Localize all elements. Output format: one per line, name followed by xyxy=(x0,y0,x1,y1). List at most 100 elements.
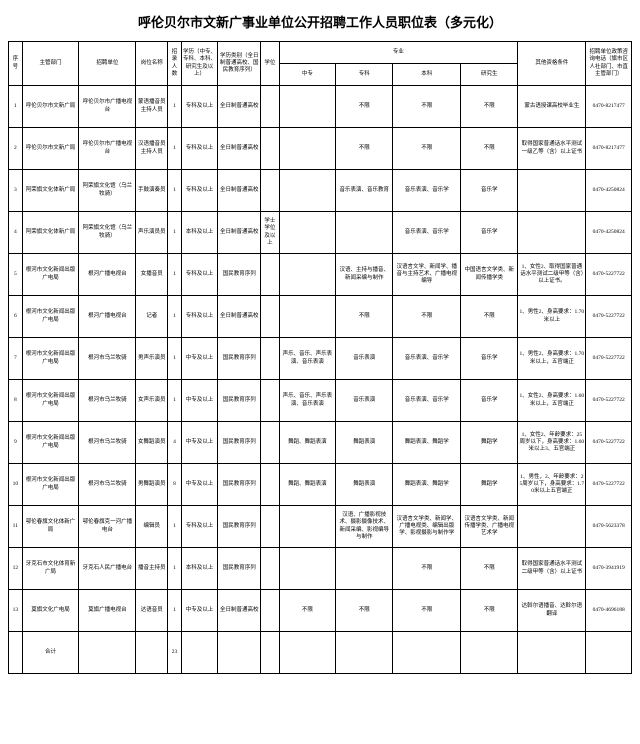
cell-edu: 中专及以上 xyxy=(181,338,217,380)
cell-seq: 7 xyxy=(9,338,23,380)
th-bk: 本科 xyxy=(393,64,461,86)
cell-bk: 音乐表演、音乐学 xyxy=(393,170,461,212)
cell-post: 女声乐演员 xyxy=(136,380,168,422)
cell-type: 国民教育序列 xyxy=(218,506,261,548)
cell-dept: 呼伦贝尔市文新广局 xyxy=(22,86,79,128)
cell-seq: 6 xyxy=(9,296,23,338)
cell-deg xyxy=(261,86,279,128)
cell-seq: 11 xyxy=(9,506,23,548)
table-row: 4阿荣旗文化体新广局阿荣旗文化馆（乌兰牧骑）声乐演员员1本科及以上全日制普通高校… xyxy=(9,212,632,254)
cell-zk: 不限 xyxy=(336,128,393,170)
cell-unit: 呼伦贝尔市广播电视台 xyxy=(79,86,136,128)
cell-yj: 舞蹈学 xyxy=(461,464,518,506)
cell-other: 1、女性2、年龄要求：25周岁以下，身高要求：1.60米以上3、五官端正 xyxy=(518,422,586,464)
cell-other xyxy=(518,506,586,548)
cell-deg xyxy=(261,128,279,170)
th-zz: 中专 xyxy=(279,64,336,86)
job-table: 序号 主管部门 招聘单位 岗位名称 招录人数 学历（中专、专科、本科、研究生及以… xyxy=(8,41,632,674)
table-row: 3阿荣旗文化体新广局阿荣旗文化馆（乌兰牧骑）手鼓演奏员1专科及以上全日制普通高校… xyxy=(9,170,632,212)
cell-post: 记者 xyxy=(136,296,168,338)
cell-type: 全日制普通高校 xyxy=(218,590,261,632)
cell-other: 蒙古语授课高校毕业生 xyxy=(518,86,586,128)
cell-post: 女舞蹈演员 xyxy=(136,422,168,464)
cell-type: 国民教育序列 xyxy=(218,548,261,590)
cell-deg xyxy=(261,506,279,548)
cell-seq: 5 xyxy=(9,254,23,296)
cell-seq: 3 xyxy=(9,170,23,212)
cell-tel: 0470-4250824 xyxy=(586,212,632,254)
cell-blank xyxy=(79,632,136,674)
cell-yj: 中国语言文学类、新闻传播学类 xyxy=(461,254,518,296)
cell-zk: 音乐表演 xyxy=(336,338,393,380)
cell-yj: 音乐学 xyxy=(461,170,518,212)
cell-deg xyxy=(261,254,279,296)
cell-yj: 音乐学 xyxy=(461,212,518,254)
cell-post: 男声乐演员 xyxy=(136,338,168,380)
cell-num: 1 xyxy=(168,548,182,590)
cell-tel: 0470-8217477 xyxy=(586,128,632,170)
cell-bk: 音乐表演、音乐学 xyxy=(393,212,461,254)
cell-bk: 音乐表演、音乐学 xyxy=(393,338,461,380)
cell-bk: 舞蹈表演、舞蹈学 xyxy=(393,422,461,464)
cell-unit: 莫旗广播电视台 xyxy=(79,590,136,632)
cell-zz xyxy=(279,506,336,548)
th-major: 专业 xyxy=(279,42,518,64)
cell-seq: 9 xyxy=(9,422,23,464)
cell-other xyxy=(518,212,586,254)
cell-deg xyxy=(261,464,279,506)
cell-edu: 专科及以上 xyxy=(181,86,217,128)
cell-num: 1 xyxy=(168,86,182,128)
table-row: 11鄂伦春旗文化体新广局鄂伦春旗克一河广播电台编辑员1专科及以上国民教育序列汉语… xyxy=(9,506,632,548)
cell-bk: 汉语言文学类、新闻学、广播电视类、编辑出版学、影视摄影与制作学 xyxy=(393,506,461,548)
cell-tel: 0470-4250824 xyxy=(586,170,632,212)
cell-blank xyxy=(279,632,336,674)
cell-blank xyxy=(136,632,168,674)
cell-deg: 学士学位及以上 xyxy=(261,212,279,254)
cell-blank xyxy=(181,632,217,674)
table-row: 12牙克石市文化体育新广局牙克石人民广播电台播音主持员1本科及以上国民教育序列不… xyxy=(9,548,632,590)
cell-edu: 中专及以上 xyxy=(181,422,217,464)
cell-dept: 根河市文化新闻出版广电局 xyxy=(22,422,79,464)
cell-zk: 音乐表演 xyxy=(336,380,393,422)
cell-num: 1 xyxy=(168,254,182,296)
cell-other: 1、男性2、身高要求：1.70米以上 xyxy=(518,296,586,338)
cell-yj: 汉语言文学类、新闻传播学类、广播电视艺术学 xyxy=(461,506,518,548)
cell-post: 播音主持员 xyxy=(136,548,168,590)
cell-seq: 1 xyxy=(9,86,23,128)
cell-zz xyxy=(279,86,336,128)
cell-num: 1 xyxy=(168,128,182,170)
cell-unit: 根河广播电视台 xyxy=(79,254,136,296)
cell-type: 国民教育序列 xyxy=(218,254,261,296)
cell-num: 8 xyxy=(168,464,182,506)
cell-zk xyxy=(336,212,393,254)
th-type: 学历类别（全日制普通高校、国民教育序列） xyxy=(218,42,261,86)
th-num: 招录人数 xyxy=(168,42,182,86)
cell-num: 1 xyxy=(168,506,182,548)
cell-blank xyxy=(9,632,23,674)
cell-unit: 阿荣旗文化馆（乌兰牧骑） xyxy=(79,212,136,254)
cell-yj: 音乐学 xyxy=(461,338,518,380)
cell-dept: 鄂伦春旗文化体新广局 xyxy=(22,506,79,548)
cell-other: 1、女性2、取得国家普通话水平测试二级甲等（含）以上证书。 xyxy=(518,254,586,296)
cell-zz xyxy=(279,254,336,296)
cell-yj: 不限 xyxy=(461,86,518,128)
cell-bk: 不限 xyxy=(393,128,461,170)
cell-post: 女播音员 xyxy=(136,254,168,296)
cell-tel: 0470-5227722 xyxy=(586,338,632,380)
cell-deg xyxy=(261,170,279,212)
cell-unit: 根河市乌兰牧骑 xyxy=(79,422,136,464)
cell-edu: 专科及以上 xyxy=(181,170,217,212)
cell-zz: 舞蹈、舞蹈表演 xyxy=(279,422,336,464)
cell-other: 达斡尔语播音、达斡尔语翻译 xyxy=(518,590,586,632)
cell-dept: 莫旗文化广电局 xyxy=(22,590,79,632)
cell-zz: 声乐、音乐、声乐表演、音乐表演 xyxy=(279,380,336,422)
cell-yj: 舞蹈学 xyxy=(461,422,518,464)
cell-type: 全日制普通高校 xyxy=(218,296,261,338)
cell-deg xyxy=(261,422,279,464)
table-row-sum: 合计23 xyxy=(9,632,632,674)
th-seq: 序号 xyxy=(9,42,23,86)
cell-num: 1 xyxy=(168,338,182,380)
cell-zz xyxy=(279,170,336,212)
cell-zz xyxy=(279,128,336,170)
table-row: 5根河市文化新闻出版广电局根河广播电视台女播音员1专科及以上国民教育序列汉语、主… xyxy=(9,254,632,296)
